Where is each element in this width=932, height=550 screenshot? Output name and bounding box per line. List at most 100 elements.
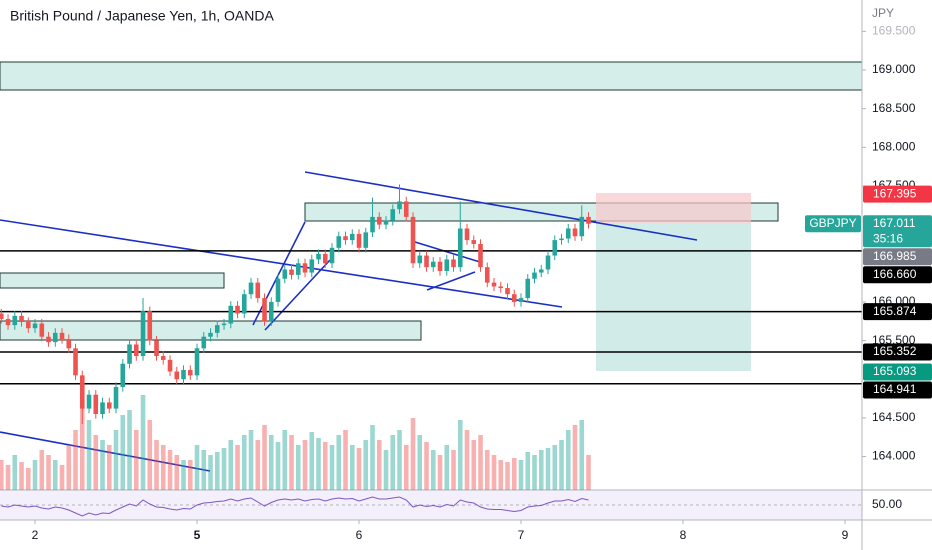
volume-bar <box>343 430 348 490</box>
volume-bar <box>235 445 240 490</box>
volume-bar <box>403 445 409 490</box>
candle-body <box>356 233 362 248</box>
candle-body <box>221 323 227 326</box>
candle-body <box>538 269 544 273</box>
price-label-bg <box>863 363 932 381</box>
volume-bar <box>194 445 200 490</box>
candle-body <box>52 332 58 343</box>
volume-bar <box>451 450 456 490</box>
volume-bar <box>120 415 126 490</box>
candle-body <box>491 282 497 287</box>
candle-body <box>579 216 585 237</box>
candle-body <box>208 332 213 337</box>
candle-body <box>46 336 51 343</box>
volume-bar <box>39 450 45 490</box>
volume-bar <box>430 450 436 490</box>
x-tick-label: 6 <box>356 528 363 542</box>
candle-body <box>518 298 524 302</box>
x-tick-label: 9 <box>842 528 849 542</box>
volume-bar <box>410 418 416 490</box>
volume-bar <box>79 400 85 490</box>
volume-bar <box>376 440 382 490</box>
volume-bar <box>262 425 267 490</box>
volume-bar <box>390 435 396 490</box>
price-label: 167.395 <box>873 186 917 200</box>
candle-body <box>464 228 470 241</box>
candle-body <box>525 278 531 299</box>
candle-body <box>106 402 112 409</box>
candle-body <box>572 228 578 237</box>
candle-body <box>201 336 207 349</box>
volume-bar <box>484 450 490 490</box>
candle-body <box>343 236 348 241</box>
candle-body <box>532 272 537 279</box>
volume-bar <box>518 460 524 490</box>
volume-bar <box>552 445 558 490</box>
candle-body <box>160 356 166 360</box>
candle-body <box>181 369 186 380</box>
y-tick-label: 165.500 <box>872 333 916 347</box>
volume-bar <box>356 448 362 490</box>
candle-body <box>336 236 342 248</box>
price-label-bg <box>863 343 932 361</box>
volume-bar <box>511 458 517 490</box>
trendline <box>426 271 476 291</box>
candle-body <box>505 288 510 295</box>
candle-body <box>478 243 483 268</box>
price-label-bg <box>863 215 932 248</box>
candle-body <box>437 261 443 272</box>
volume-bar <box>478 435 483 490</box>
candle-body <box>235 305 240 314</box>
volume-bar <box>437 455 443 490</box>
volume-bar <box>316 438 321 490</box>
x-tick-label: 8 <box>680 528 687 542</box>
price-label: 166.660 <box>873 267 917 281</box>
candle-body <box>397 201 402 210</box>
volume-bar <box>221 448 227 490</box>
candle-body <box>363 232 369 248</box>
candle-body <box>430 261 436 268</box>
volume-bar <box>214 452 220 490</box>
volume-bar <box>349 445 355 490</box>
y-tick-label: 164.000 <box>872 449 916 463</box>
volume-bar <box>147 420 153 490</box>
volume-bar <box>397 430 402 490</box>
rsi-pane <box>0 490 862 520</box>
candle-body <box>383 220 389 225</box>
volume-bar <box>93 435 99 490</box>
volume-bar <box>100 440 105 490</box>
y-tick-label: 164.500 <box>872 410 916 424</box>
volume-bar <box>329 445 335 490</box>
candle-body <box>376 216 382 225</box>
price-label: 165.093 <box>873 364 917 378</box>
candle-body <box>498 286 504 289</box>
volume-bar <box>248 430 254 490</box>
volume-bar <box>133 430 139 490</box>
volume-bar <box>586 455 591 490</box>
volume-bar <box>565 430 571 490</box>
volume-bar <box>228 440 234 490</box>
volume-bar <box>282 430 288 490</box>
volume-bar <box>0 460 4 490</box>
volume-bar <box>66 445 72 490</box>
volume-bar <box>25 468 31 490</box>
volume-bar <box>86 420 92 490</box>
volume-bar <box>73 430 78 490</box>
zone <box>0 61 863 91</box>
volume-bar <box>464 430 470 490</box>
volume-bar <box>46 455 51 490</box>
trendline <box>0 219 563 308</box>
candle-body <box>552 240 558 256</box>
drawings <box>0 61 863 472</box>
volume-bar <box>255 440 261 490</box>
volume-bar <box>201 450 207 490</box>
candle-body <box>424 255 429 268</box>
candle-body <box>349 233 355 241</box>
x-tick-label: 2 <box>32 528 39 542</box>
volume-bar <box>363 440 369 490</box>
y-tick-label: 168.000 <box>872 140 916 154</box>
candle-body <box>316 254 321 260</box>
candle-body <box>255 282 261 299</box>
candle-body <box>133 344 139 357</box>
